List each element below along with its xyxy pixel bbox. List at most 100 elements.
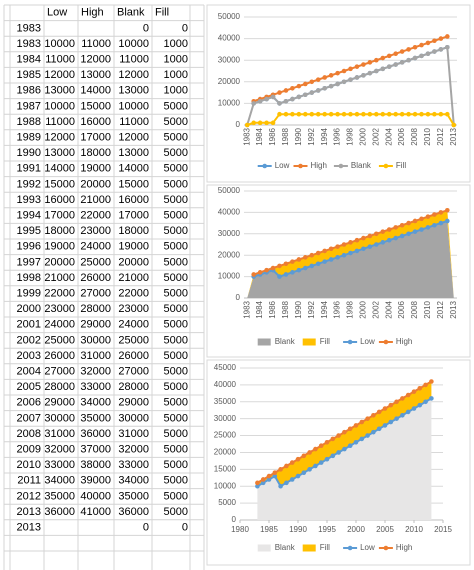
cell: 1993 [17, 194, 41, 206]
marker [270, 94, 276, 100]
marker [380, 55, 386, 61]
cell: 5000 [164, 366, 188, 378]
cell: 30000 [44, 412, 75, 424]
marker [376, 409, 382, 415]
marker [289, 477, 295, 482]
marker [382, 423, 388, 428]
cell: 5000 [164, 163, 188, 175]
marker [257, 270, 263, 275]
marker [354, 111, 360, 117]
marker [451, 122, 457, 128]
x-tick-label: 2010 [405, 525, 423, 534]
cell: 2008 [17, 428, 41, 440]
marker [289, 460, 295, 465]
legend-label: High [396, 543, 412, 552]
marker [367, 70, 373, 76]
y-tick-label: 0 [232, 515, 237, 524]
cell: 1994 [17, 210, 41, 222]
cell: 14000 [118, 163, 149, 175]
cell: 28000 [80, 303, 111, 315]
marker [303, 255, 308, 260]
marker [341, 252, 347, 258]
cell: 1997 [17, 256, 41, 268]
marker [290, 96, 295, 102]
x-tick-label: 2002 [371, 300, 380, 318]
cell: 0 [143, 22, 149, 34]
marker [432, 212, 437, 217]
cell: 26000 [44, 350, 75, 362]
marker [412, 229, 418, 234]
cell: 1990 [17, 147, 41, 159]
marker [318, 460, 324, 465]
cell: 16000 [80, 116, 111, 128]
y-tick-label: 25000 [214, 431, 237, 440]
marker [278, 483, 283, 489]
y-tick-label: 10000 [214, 481, 237, 490]
y-tick-label: 20000 [218, 77, 241, 86]
marker [411, 406, 417, 411]
cell: 35000 [80, 412, 111, 424]
y-tick-label: 30000 [214, 414, 237, 423]
cell: 14000 [80, 85, 111, 97]
marker [371, 429, 376, 435]
marker [266, 477, 272, 482]
x-tick-label: 2010 [423, 300, 432, 318]
chart: 0 10000 20000 30000 40000 50000 1983 1984 1986 19… [206, 4, 471, 183]
cell: 2000 [17, 303, 41, 315]
cell: 22000 [80, 210, 111, 222]
marker [283, 98, 289, 104]
column-header: Blank [117, 7, 145, 19]
marker [419, 216, 424, 222]
marker [272, 470, 278, 476]
cell: 30000 [118, 412, 149, 424]
cell: 2010 [17, 459, 41, 471]
cell: 5000 [164, 178, 188, 190]
y-tick-label: 10000 [218, 99, 241, 108]
cell: 1988 [17, 116, 41, 128]
cell: 1999 [17, 288, 41, 300]
y-tick-label: 0 [236, 293, 241, 302]
marker [380, 240, 386, 245]
cell: 5000 [164, 256, 188, 268]
cell: 20000 [80, 178, 111, 190]
marker [361, 111, 366, 117]
cell: 33000 [118, 459, 149, 471]
legend-label: High [311, 161, 327, 170]
marker [359, 419, 365, 425]
cell: 15000 [80, 100, 111, 112]
marker [290, 270, 295, 275]
marker [438, 47, 444, 52]
cell: 31000 [44, 428, 75, 440]
x-tick-label: 1983 [242, 127, 251, 145]
x-tick-label: 2013 [449, 300, 458, 318]
marker [347, 426, 353, 432]
cell: 2007 [17, 412, 41, 424]
marker [374, 57, 379, 63]
x-tick-label: 1985 [260, 525, 278, 534]
cell: 5000 [164, 350, 188, 362]
y-tick-label: 40000 [218, 208, 241, 217]
marker [266, 473, 272, 479]
y-tick-label: 35000 [214, 397, 237, 406]
cell: 31000 [118, 428, 149, 440]
marker [348, 240, 353, 245]
marker [376, 426, 382, 432]
marker [277, 263, 282, 269]
marker [365, 416, 370, 421]
marker [290, 259, 295, 264]
marker [405, 392, 411, 398]
cell: 18000 [80, 147, 111, 159]
marker [354, 237, 360, 243]
marker [315, 111, 321, 117]
cell: 5000 [164, 444, 188, 456]
x-tick-label: 1996 [333, 127, 342, 145]
x-tick-label: 1983 [242, 300, 251, 318]
cell: 5000 [164, 272, 188, 284]
cell: 33000 [80, 381, 111, 393]
marker [277, 90, 282, 95]
x-tick-label: 2004 [384, 300, 393, 318]
marker [348, 66, 353, 72]
cell: 15000 [118, 178, 149, 190]
y-tick-label: 40000 [214, 380, 237, 389]
